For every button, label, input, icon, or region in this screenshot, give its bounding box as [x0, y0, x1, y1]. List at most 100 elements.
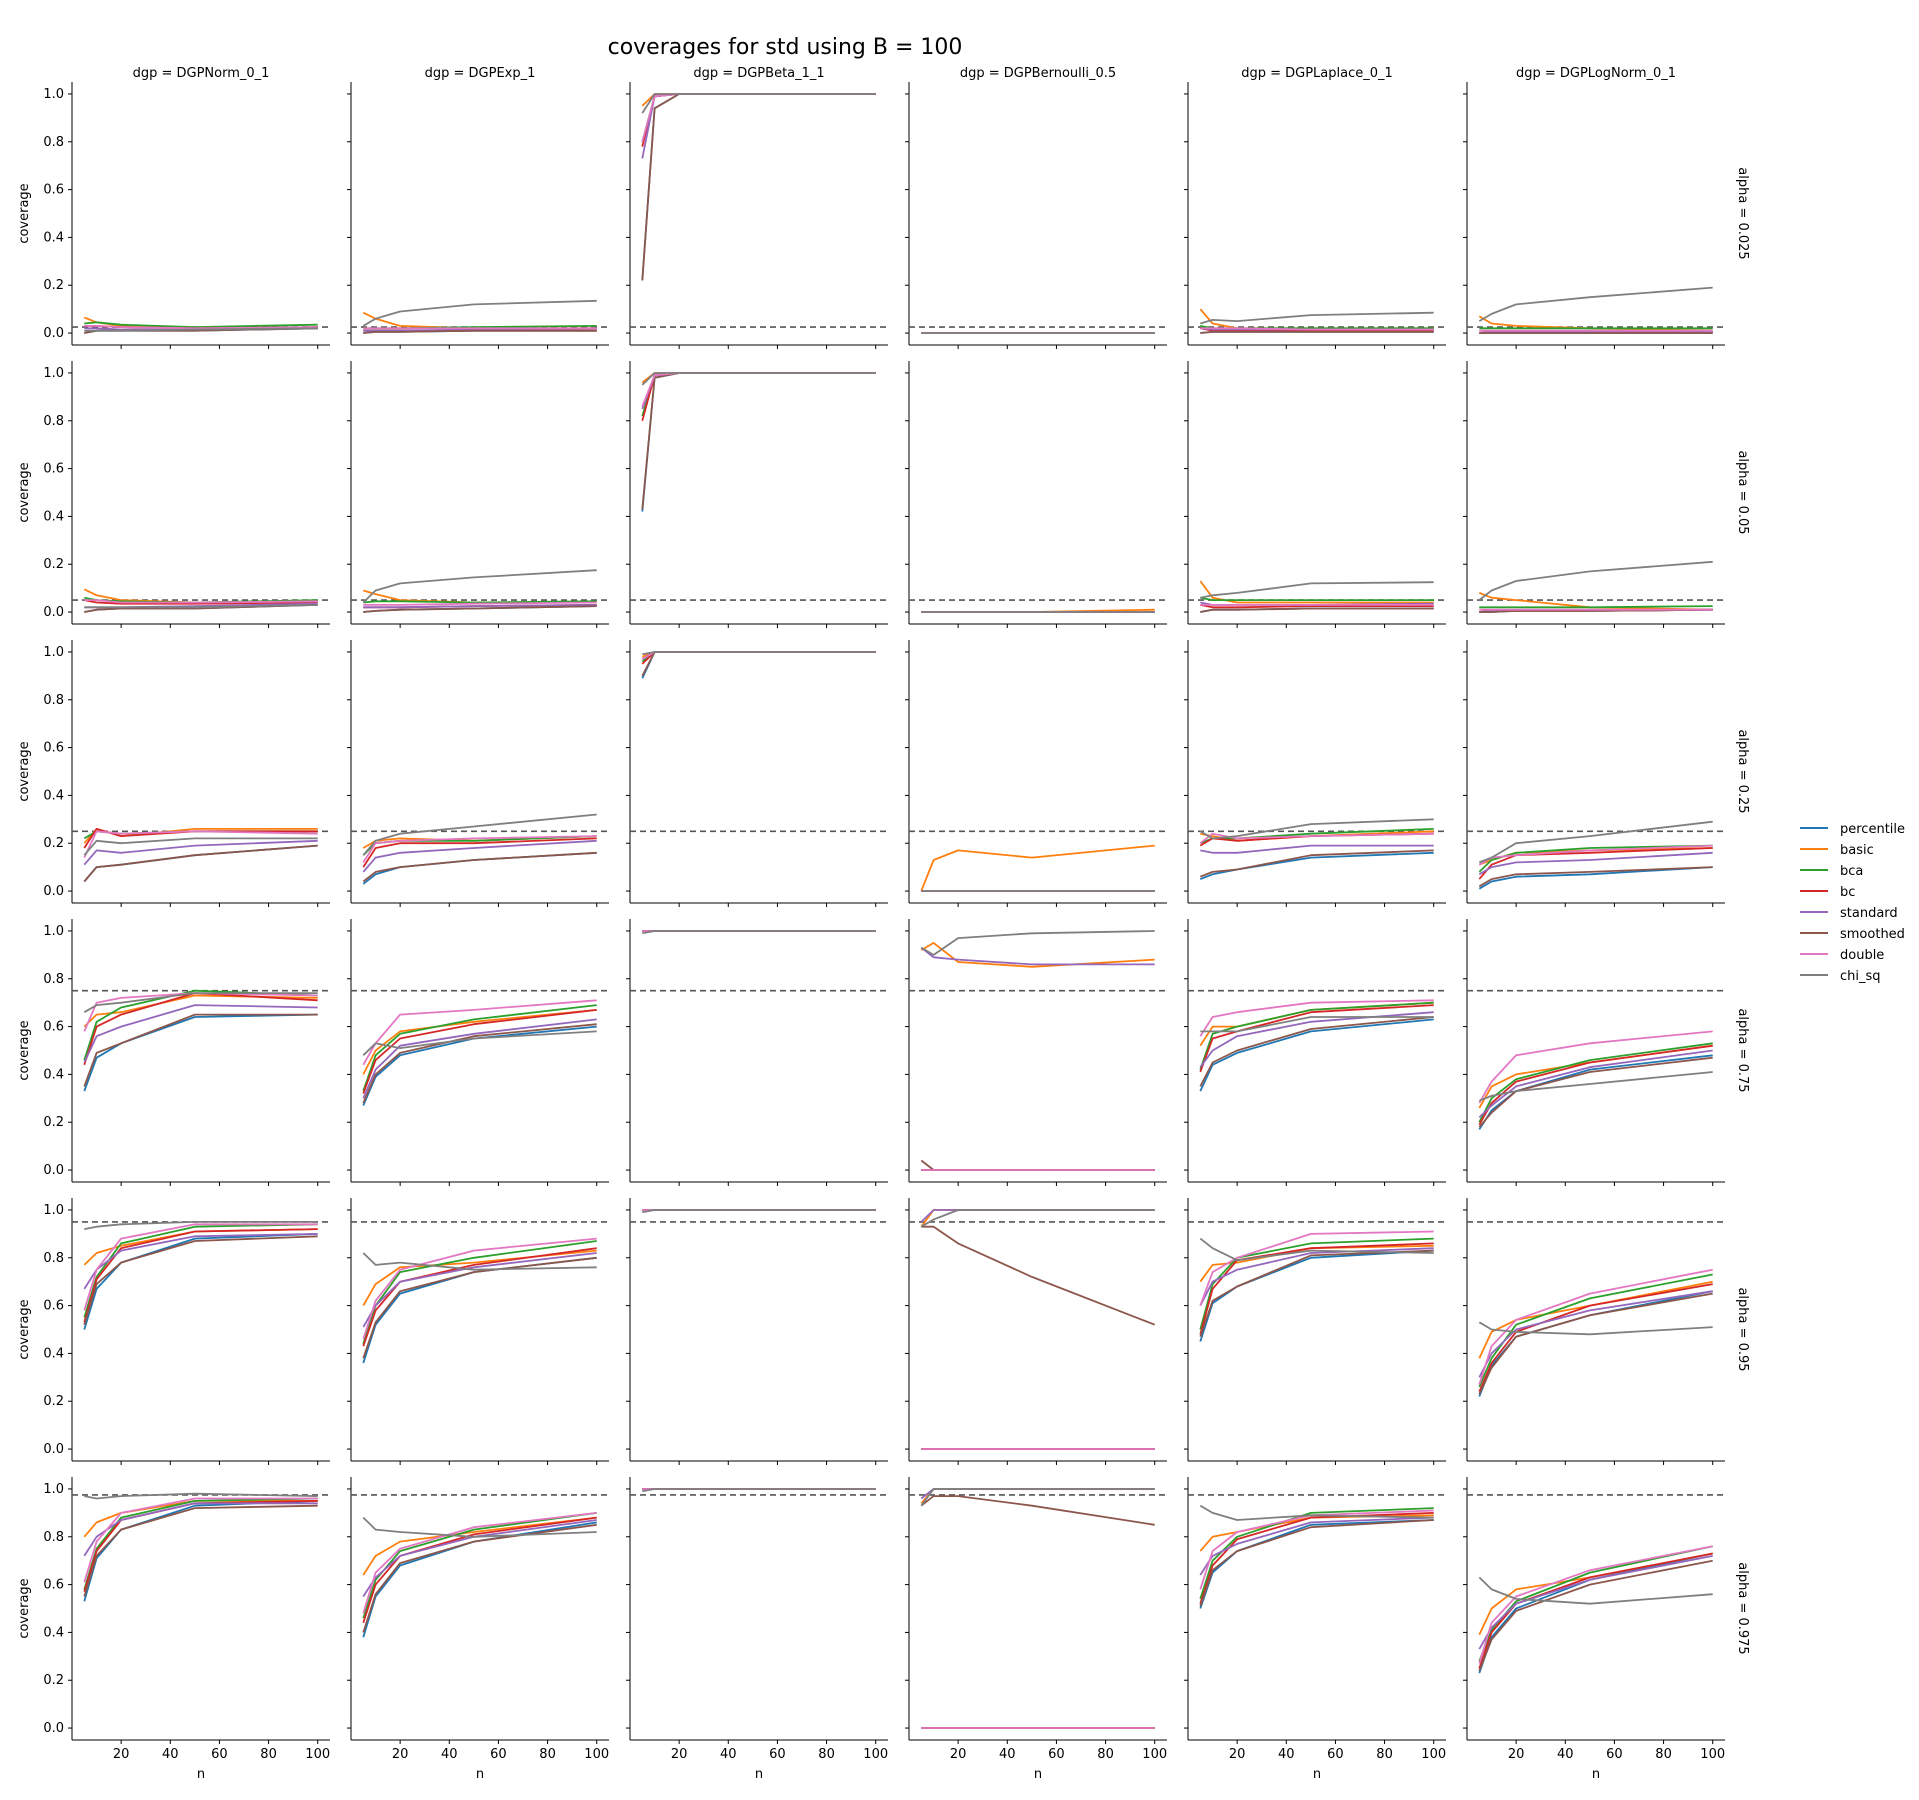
panel-r3-c3: [905, 919, 1167, 1186]
series-line-basic: [1478, 592, 1713, 611]
series-line-chi-sq: [362, 1252, 597, 1271]
series-line-double: [1478, 1268, 1713, 1385]
series-line-double: [1199, 1509, 1434, 1590]
series-line-standard: [1200, 844, 1434, 854]
series-line-chi-sq: [920, 930, 1155, 956]
panel-r4-c5: alpha = 0.95: [1463, 1198, 1750, 1465]
series-line-chi-sq: [642, 1209, 876, 1214]
series-line-percentile: [83, 1233, 318, 1330]
x-tick-label: 20: [113, 1747, 130, 1762]
series-line-standard: [641, 93, 876, 159]
series-line-smoothed: [362, 851, 597, 883]
x-tick-label: 40: [441, 1747, 458, 1762]
y-tick-label: 0.4: [43, 1625, 64, 1640]
series-line-smoothed: [363, 605, 597, 613]
panel-r2-c1: [347, 640, 609, 907]
y-axis-label: coverage: [17, 1299, 32, 1359]
series-line-percentile: [1199, 1249, 1434, 1342]
series-line-bca: [1199, 1507, 1434, 1600]
y-tick-label: 0.8: [43, 135, 64, 150]
y-tick-label: 0.8: [43, 1530, 64, 1545]
series-line-smoothed: [921, 1225, 1156, 1326]
series-line-smoothed: [1478, 866, 1713, 888]
y-axis-label: coverage: [17, 1020, 32, 1080]
series-line-bc: [1200, 604, 1434, 609]
legend-label: bca: [1840, 864, 1863, 879]
series-line-bca: [641, 93, 876, 143]
series-line-double: [1478, 1030, 1713, 1104]
series-line-percentile: [1199, 851, 1434, 880]
x-tick-label: 80: [539, 1747, 556, 1762]
panel-r2-c3: [905, 640, 1167, 907]
row-header: alpha = 0.25: [1735, 729, 1750, 813]
series-line-basic: [362, 1249, 597, 1307]
x-tick-label: 40: [1557, 1747, 1574, 1762]
y-tick-label: 0.8: [43, 693, 64, 708]
series-line-chi-sq: [1200, 1016, 1434, 1033]
panel-r0-c0: 0.0 0.2 0.4 0.6 0.8 1.0 coverage dgp = DGPNorm_…: [17, 66, 330, 349]
y-tick-label: 0.6: [43, 741, 64, 756]
y-tick-label: 0.8: [43, 972, 64, 987]
y-axis-label: coverage: [17, 741, 32, 801]
series-line-basic: [83, 994, 318, 1028]
series-line-bca: [1478, 1273, 1713, 1388]
series-line-bca: [1478, 844, 1713, 873]
series-line-standard: [363, 604, 597, 609]
x-tick-label: 100: [1700, 1747, 1725, 1762]
y-tick-label: 0.8: [43, 414, 64, 429]
series-line-standard: [1199, 1011, 1434, 1068]
panel-grid: 0.0 0.2 0.4 0.6 0.8 1.0 coverage dgp = DGPNorm_…: [17, 66, 1750, 1782]
y-tick-label: 0.6: [43, 183, 64, 198]
series-line-basic: [362, 1009, 597, 1075]
x-axis-label: n: [755, 1767, 763, 1782]
series-line-basic: [920, 1209, 1155, 1228]
panel-r2-c2: [626, 640, 888, 907]
panel-r1-c4: [1184, 361, 1446, 628]
series-line-chi-sq: [362, 1516, 597, 1538]
series-line-percentile: [1478, 1290, 1713, 1397]
y-tick-label: 0.2: [43, 1115, 64, 1130]
y-tick-label: 0.4: [43, 230, 64, 245]
y-tick-label: 0.2: [43, 1673, 64, 1688]
x-tick-label: 80: [1655, 1747, 1672, 1762]
panel-r5-c4: 20 40 60 80 100 n: [1184, 1477, 1446, 1782]
series-line-bca: [1199, 1001, 1434, 1070]
panel-r5-c1: 20 40 60 80 100 n: [347, 1477, 609, 1782]
y-tick-label: 1.0: [43, 645, 64, 660]
x-tick-label: 100: [1142, 1747, 1167, 1762]
series-line-double: [84, 599, 318, 604]
series-line-double: [641, 93, 876, 143]
panel-r1-c2: [626, 361, 888, 628]
y-tick-label: 1.0: [43, 1203, 64, 1218]
series-line-smoothed: [362, 1023, 597, 1104]
series-line-standard: [641, 372, 876, 410]
series-line-bc: [641, 93, 876, 147]
series-line-double: [363, 601, 597, 606]
y-tick-label: 0.8: [43, 1251, 64, 1266]
series-line-standard: [920, 1209, 1155, 1223]
series-line-basic: [641, 372, 876, 384]
y-axis-label: coverage: [17, 1578, 32, 1638]
panel-r5-c0: 0.0 0.2 0.4 0.6 0.8 1.0 20 40 60 80 100 n coverage: [17, 1477, 330, 1782]
panel-r1-c5: alpha = 0.05: [1463, 361, 1750, 628]
series-line-chi-sq: [920, 1488, 1155, 1507]
series-line-basic: [1199, 580, 1434, 604]
column-header: dgp = DGPLogNorm_0_1: [1516, 66, 1676, 81]
x-tick-label: 20: [950, 1747, 967, 1762]
panel-r2-c0: 0.0 0.2 0.4 0.6 0.8 1.0 coverage: [17, 640, 330, 907]
x-tick-label: 80: [1097, 1747, 1114, 1762]
series-line-double: [1199, 832, 1434, 844]
legend-label: basic: [1840, 843, 1874, 858]
series-line-bca: [1478, 1042, 1713, 1123]
series-line-chi-sq: [1478, 286, 1713, 322]
series-line-standard: [641, 651, 876, 660]
y-tick-label: 1.0: [43, 87, 64, 102]
series-line-bca: [362, 1004, 597, 1092]
x-tick-label: 100: [584, 1747, 609, 1762]
series-line-bc: [641, 372, 876, 422]
column-header: dgp = DGPNorm_0_1: [133, 66, 270, 81]
series-line-chi-sq: [362, 813, 597, 856]
y-tick-label: 0.0: [43, 605, 64, 620]
column-header: dgp = DGPExp_1: [425, 66, 536, 81]
